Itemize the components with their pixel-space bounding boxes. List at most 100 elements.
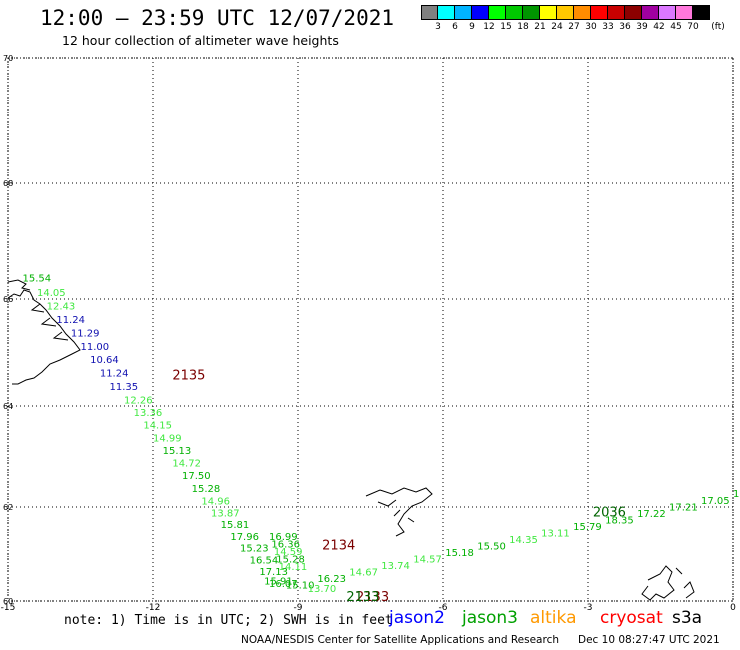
legend-label: 33	[602, 22, 614, 32]
legend-swatch	[523, 5, 540, 20]
wave-height-value: 12.43	[47, 302, 76, 313]
wave-height-value: 17.05	[701, 496, 730, 507]
legend-label: 15	[500, 22, 512, 32]
wave-height-value: 16.07	[269, 579, 298, 590]
legend-swatch	[489, 5, 506, 20]
legend-label: 9	[469, 22, 475, 32]
altimeter-tracks: 15.54 14.05 12.43 11.24 11.29 11.00 10.64 11.24…	[23, 274, 298, 590]
wave-height-value: 15.79	[573, 522, 602, 533]
wave-height-value: 17.13	[259, 567, 288, 578]
lat-tick-label: 66	[3, 295, 13, 304]
legend-unit: (ft)	[711, 22, 725, 32]
wave-height-value: 13.74	[381, 561, 410, 572]
legend-label: 12	[483, 22, 495, 32]
wave-height-value: 17.96	[230, 532, 259, 543]
wave-height-value: 13.36	[134, 408, 163, 419]
legend-swatch	[659, 5, 676, 20]
legend-swatch	[438, 5, 455, 20]
faroe-islands	[365, 487, 433, 537]
wave-height-value: 14.96	[201, 496, 230, 507]
legend-label: 21	[534, 22, 546, 32]
legend-label: 42	[653, 22, 665, 32]
legend-swatch	[557, 5, 574, 20]
iceland-coast-fjords	[7, 279, 69, 341]
satellite-name: s3a	[672, 608, 703, 628]
legend-label: 30	[585, 22, 597, 32]
wave-height-value: 14.11	[279, 562, 308, 573]
legend-swatch	[608, 5, 625, 20]
units-note: note: 1) Time is in UTC; 2) SWH is in fe…	[64, 613, 393, 628]
wave-height-value: 15.54	[23, 274, 52, 285]
wave-height-value: 16.36	[271, 539, 300, 550]
pass-time-label: 2133	[356, 590, 389, 605]
wave-height-value: 14.57	[413, 555, 442, 566]
legend-swatch	[642, 5, 659, 20]
wave-height-value: 14.05	[37, 288, 66, 299]
satellite-name: jason3	[462, 608, 518, 628]
wave-height-value: 11.35	[110, 382, 139, 393]
legend-label: 18	[517, 22, 529, 32]
lon-tick-label: 0	[730, 603, 736, 613]
wave-height-value: 15.28	[276, 554, 305, 565]
legend-swatch	[455, 5, 472, 20]
wave-height-value: 15.18	[445, 548, 474, 559]
lat-tick-label: 70	[3, 54, 13, 63]
shetland-islands	[641, 565, 695, 601]
wave-height-value: 14.99	[153, 433, 182, 444]
legend-swatch	[676, 5, 693, 20]
lon-tick-label: -9	[294, 603, 303, 613]
wave-height-value: 13.70	[308, 584, 337, 595]
page-subtitle: 12 hour collection of altimeter wave hei…	[62, 33, 339, 48]
lon-tick-label: -3	[584, 603, 593, 613]
wave-height-value: 11.29	[71, 328, 100, 339]
wave-height-value: 15.81	[221, 520, 250, 531]
legend-swatch	[472, 5, 489, 20]
legend-label: 6	[452, 22, 458, 32]
wave-height-value: 13.11	[541, 529, 570, 540]
legend-swatch	[574, 5, 591, 20]
legend-swatch	[540, 5, 557, 20]
pass-time-label: 2135	[172, 368, 205, 383]
wave-height-value: 17.50	[182, 471, 211, 482]
legend-label: 45	[670, 22, 682, 32]
legend-swatch	[421, 5, 438, 20]
lon-tick-label: -15	[1, 603, 16, 613]
lat-tick-label: 60	[3, 597, 13, 606]
wave-height-value: 17.22	[637, 509, 666, 520]
wave-height-value: 15.28	[192, 484, 221, 495]
satellite-name: jason2	[389, 608, 445, 628]
wave-height-value: 10.64	[90, 355, 119, 366]
wave-height-value: 16.23	[317, 574, 346, 585]
wave-height-value: 15.50	[477, 542, 506, 553]
page-title: 12:00 – 23:59 UTC 12/07/2021	[40, 6, 395, 30]
lon-tick-label: -12	[146, 603, 161, 613]
wave-height-value: 14.72	[172, 459, 201, 470]
wave-height-value: 14.59	[274, 547, 303, 558]
wave-height-value: 11.24	[100, 369, 129, 380]
generated-timestamp: Dec 10 08:27:47 UTC 2021	[578, 634, 720, 646]
lat-tick-label: 64	[3, 402, 13, 411]
wave-height-value: 13.87	[211, 508, 240, 519]
lon-tick-label: -6	[439, 603, 448, 613]
pass-time-label: 2133	[346, 590, 379, 605]
wave-height-value: 11.00	[81, 342, 110, 353]
coastlines	[7, 279, 695, 601]
legend-label: 3	[435, 22, 441, 32]
wave-height-value: 11.24	[56, 315, 85, 326]
legend-label: 27	[568, 22, 580, 32]
wave-height-value: 14.35	[509, 535, 538, 546]
iceland-coast	[7, 289, 81, 385]
pass-time-label: 2134	[322, 538, 355, 553]
wave-height-value: 14.15	[143, 421, 172, 432]
legend-swatch	[506, 5, 523, 20]
wave-height-value: 16.88	[733, 489, 740, 500]
map-grid: -15 -12 -9 -6 -3 0 60 62 64 66 68 70	[1, 54, 736, 613]
wave-height-value: 16.54	[250, 555, 279, 566]
wave-height-value: 15.23	[240, 544, 269, 555]
legend-label: 24	[551, 22, 563, 32]
lat-tick-label: 62	[3, 503, 13, 512]
wave-height-value: 16.99	[269, 532, 298, 543]
wave-height-value: 15.10	[286, 580, 315, 591]
